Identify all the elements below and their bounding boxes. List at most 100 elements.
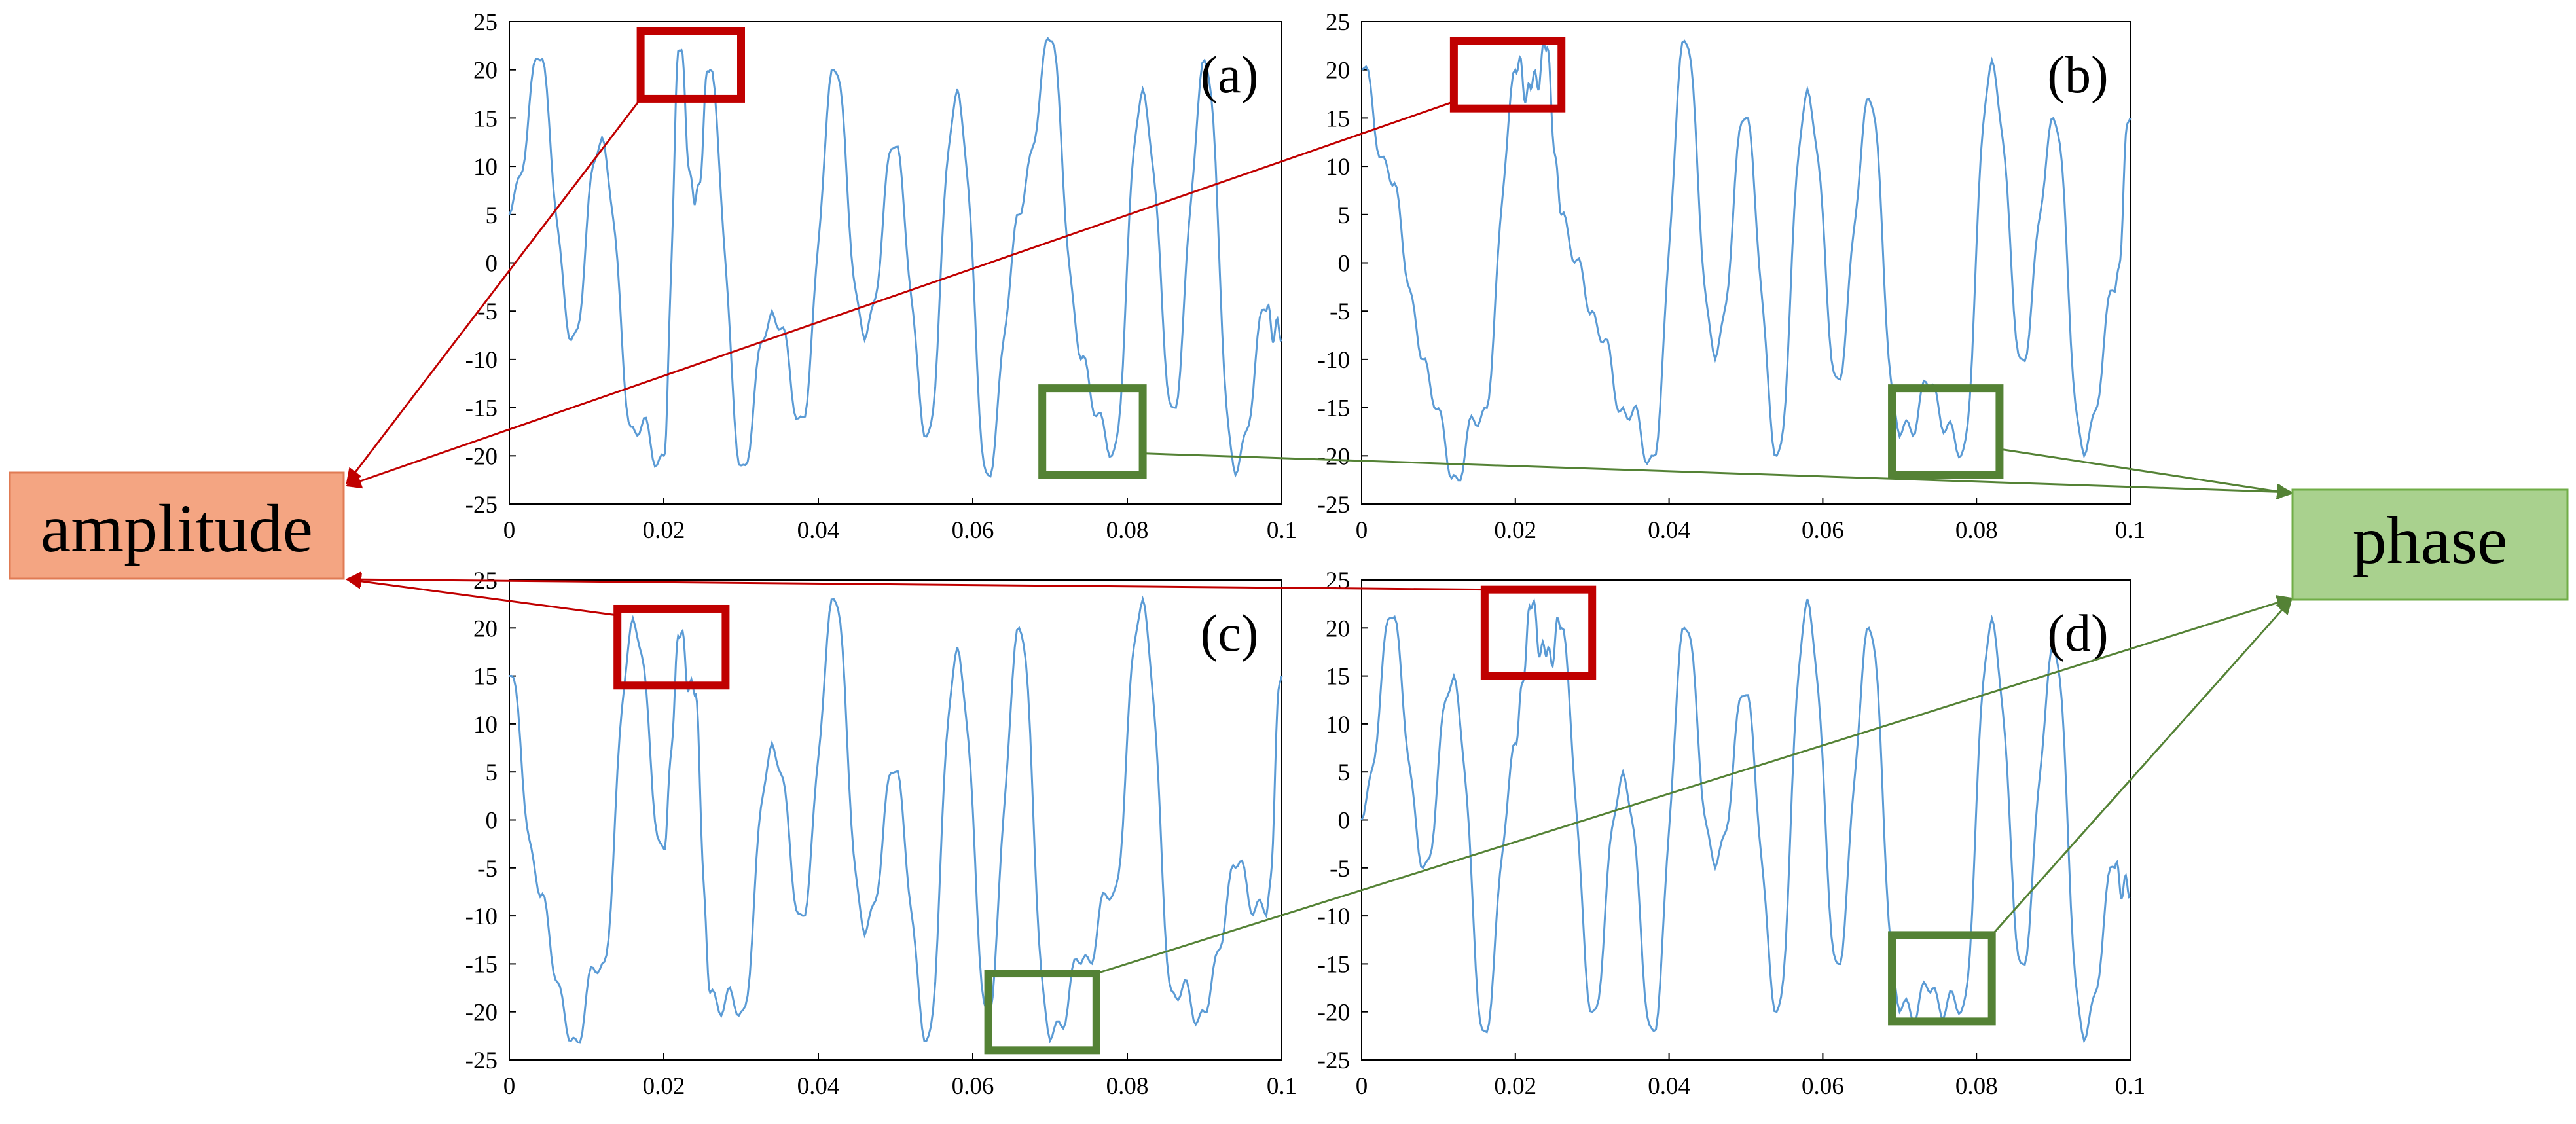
- phase-arrow: [1991, 598, 2293, 936]
- signal-series-line: [509, 595, 1283, 1044]
- x-tick-label: 0.02: [1494, 517, 1536, 544]
- y-tick-label: 25: [473, 9, 498, 36]
- x-tick-label: 0.08: [1106, 517, 1149, 544]
- amplitude-arrow: [345, 571, 1485, 591]
- signal-series-line: [1360, 598, 2131, 1044]
- panel-label: (a): [1201, 46, 1259, 104]
- y-tick-label: -25: [465, 1047, 498, 1074]
- x-tick-label: 0.04: [797, 517, 840, 544]
- y-tick-label: 15: [1326, 664, 1350, 691]
- y-tick-label: -5: [477, 856, 498, 882]
- y-tick-label: 0: [486, 808, 498, 835]
- panel-label: (d): [2047, 605, 2108, 662]
- x-tick-label: 0.1: [1267, 1073, 1297, 1100]
- y-tick-label: -15: [465, 951, 498, 978]
- amplitude-highlight-box: [613, 604, 730, 690]
- plot-frame: [1361, 21, 2131, 505]
- y-tick-label: -25: [1318, 1047, 1350, 1074]
- y-tick-label: -5: [1330, 299, 1350, 325]
- x-tick-label: 0.06: [952, 517, 994, 544]
- y-tick-label: 10: [1326, 154, 1350, 181]
- x-tick-label: 0.04: [1648, 1073, 1690, 1100]
- x-tick-label: 0.06: [1802, 1073, 1844, 1100]
- amplitude-arrow: [345, 573, 618, 617]
- y-tick-label: 0: [1338, 251, 1351, 278]
- amplitude-highlight-box: [1480, 585, 1597, 680]
- y-tick-label: 10: [473, 154, 498, 181]
- y-tick-label: -20: [1318, 1000, 1350, 1026]
- y-tick-label: -10: [1318, 347, 1350, 374]
- y-tick-label: 5: [486, 759, 498, 786]
- y-tick-label: 10: [473, 712, 498, 738]
- y-tick-label: 15: [473, 664, 498, 691]
- phase-arrow: [1096, 595, 2293, 975]
- phase-callout: phase: [2291, 488, 2569, 601]
- y-tick-label: -20: [465, 1000, 498, 1026]
- plot-frame: [509, 21, 1282, 505]
- y-tick-label: 15: [1326, 105, 1350, 132]
- amplitude-callout: amplitude: [9, 471, 345, 580]
- y-tick-label: 10: [1326, 712, 1350, 738]
- y-tick-label: 25: [1326, 9, 1350, 36]
- y-tick-label: -20: [465, 443, 498, 470]
- x-tick-label: 0.1: [1267, 517, 1297, 544]
- x-tick-label: 0.02: [643, 517, 685, 544]
- y-tick-label: 20: [1326, 58, 1350, 84]
- panel-label: (b): [2047, 46, 2108, 104]
- signal-series-line: [508, 37, 1282, 479]
- amplitude-highlight-box: [636, 27, 745, 103]
- x-tick-label: 0.08: [1955, 517, 1998, 544]
- y-tick-label: -10: [465, 903, 498, 930]
- y-tick-label: 5: [1338, 202, 1351, 229]
- amplitude-arrow: [345, 100, 1455, 489]
- amplitude-highlight-box: [1449, 37, 1566, 113]
- x-tick-label: 0: [1356, 517, 1368, 544]
- y-tick-label: -15: [1318, 951, 1350, 978]
- y-tick-label: 25: [1326, 568, 1350, 594]
- phase-arrow: [1142, 452, 2293, 500]
- phase-label: phase: [2353, 503, 2508, 578]
- x-tick-label: 0.04: [1648, 517, 1690, 544]
- y-tick-label: -25: [1318, 492, 1350, 518]
- x-tick-label: 0.06: [952, 1073, 994, 1100]
- y-tick-label: 20: [473, 58, 498, 84]
- x-tick-label: 0: [1356, 1073, 1368, 1100]
- y-tick-label: -5: [1330, 856, 1350, 882]
- y-tick-label: 20: [1326, 615, 1350, 642]
- phase-highlight-box: [1888, 384, 2004, 479]
- panel-label: (c): [1201, 605, 1259, 662]
- plot-frame: [509, 579, 1282, 1061]
- x-tick-label: 0.08: [1955, 1073, 1998, 1100]
- x-tick-label: 0: [503, 1073, 516, 1100]
- y-tick-label: -10: [465, 347, 498, 374]
- amplitude-arrow: [346, 98, 642, 484]
- x-tick-label: 0.02: [1494, 1073, 1536, 1100]
- y-tick-label: -15: [1318, 395, 1350, 422]
- amplitude-label: amplitude: [41, 491, 313, 566]
- y-tick-label: -5: [477, 299, 498, 325]
- y-tick-label: -25: [465, 492, 498, 518]
- phase-arrow: [1999, 448, 2293, 499]
- x-tick-label: 0: [503, 517, 516, 544]
- y-tick-label: -15: [465, 395, 498, 422]
- y-tick-label: -10: [1318, 903, 1350, 930]
- x-tick-label: 0.1: [2115, 1073, 2145, 1100]
- x-tick-label: 0.08: [1106, 1073, 1149, 1100]
- signal-series-line: [1361, 39, 2132, 482]
- amplitude-box: [9, 471, 345, 580]
- x-tick-label: 0.1: [2115, 517, 2145, 544]
- y-tick-label: 0: [1338, 808, 1351, 835]
- phase-highlight-box: [984, 970, 1100, 1055]
- x-tick-label: 0.04: [797, 1073, 840, 1100]
- y-tick-label: 20: [473, 615, 498, 642]
- y-tick-label: 5: [486, 202, 498, 229]
- y-tick-label: 15: [473, 105, 498, 132]
- y-tick-label: -20: [1318, 443, 1350, 470]
- x-tick-label: 0.06: [1802, 517, 1844, 544]
- y-tick-label: 0: [486, 251, 498, 278]
